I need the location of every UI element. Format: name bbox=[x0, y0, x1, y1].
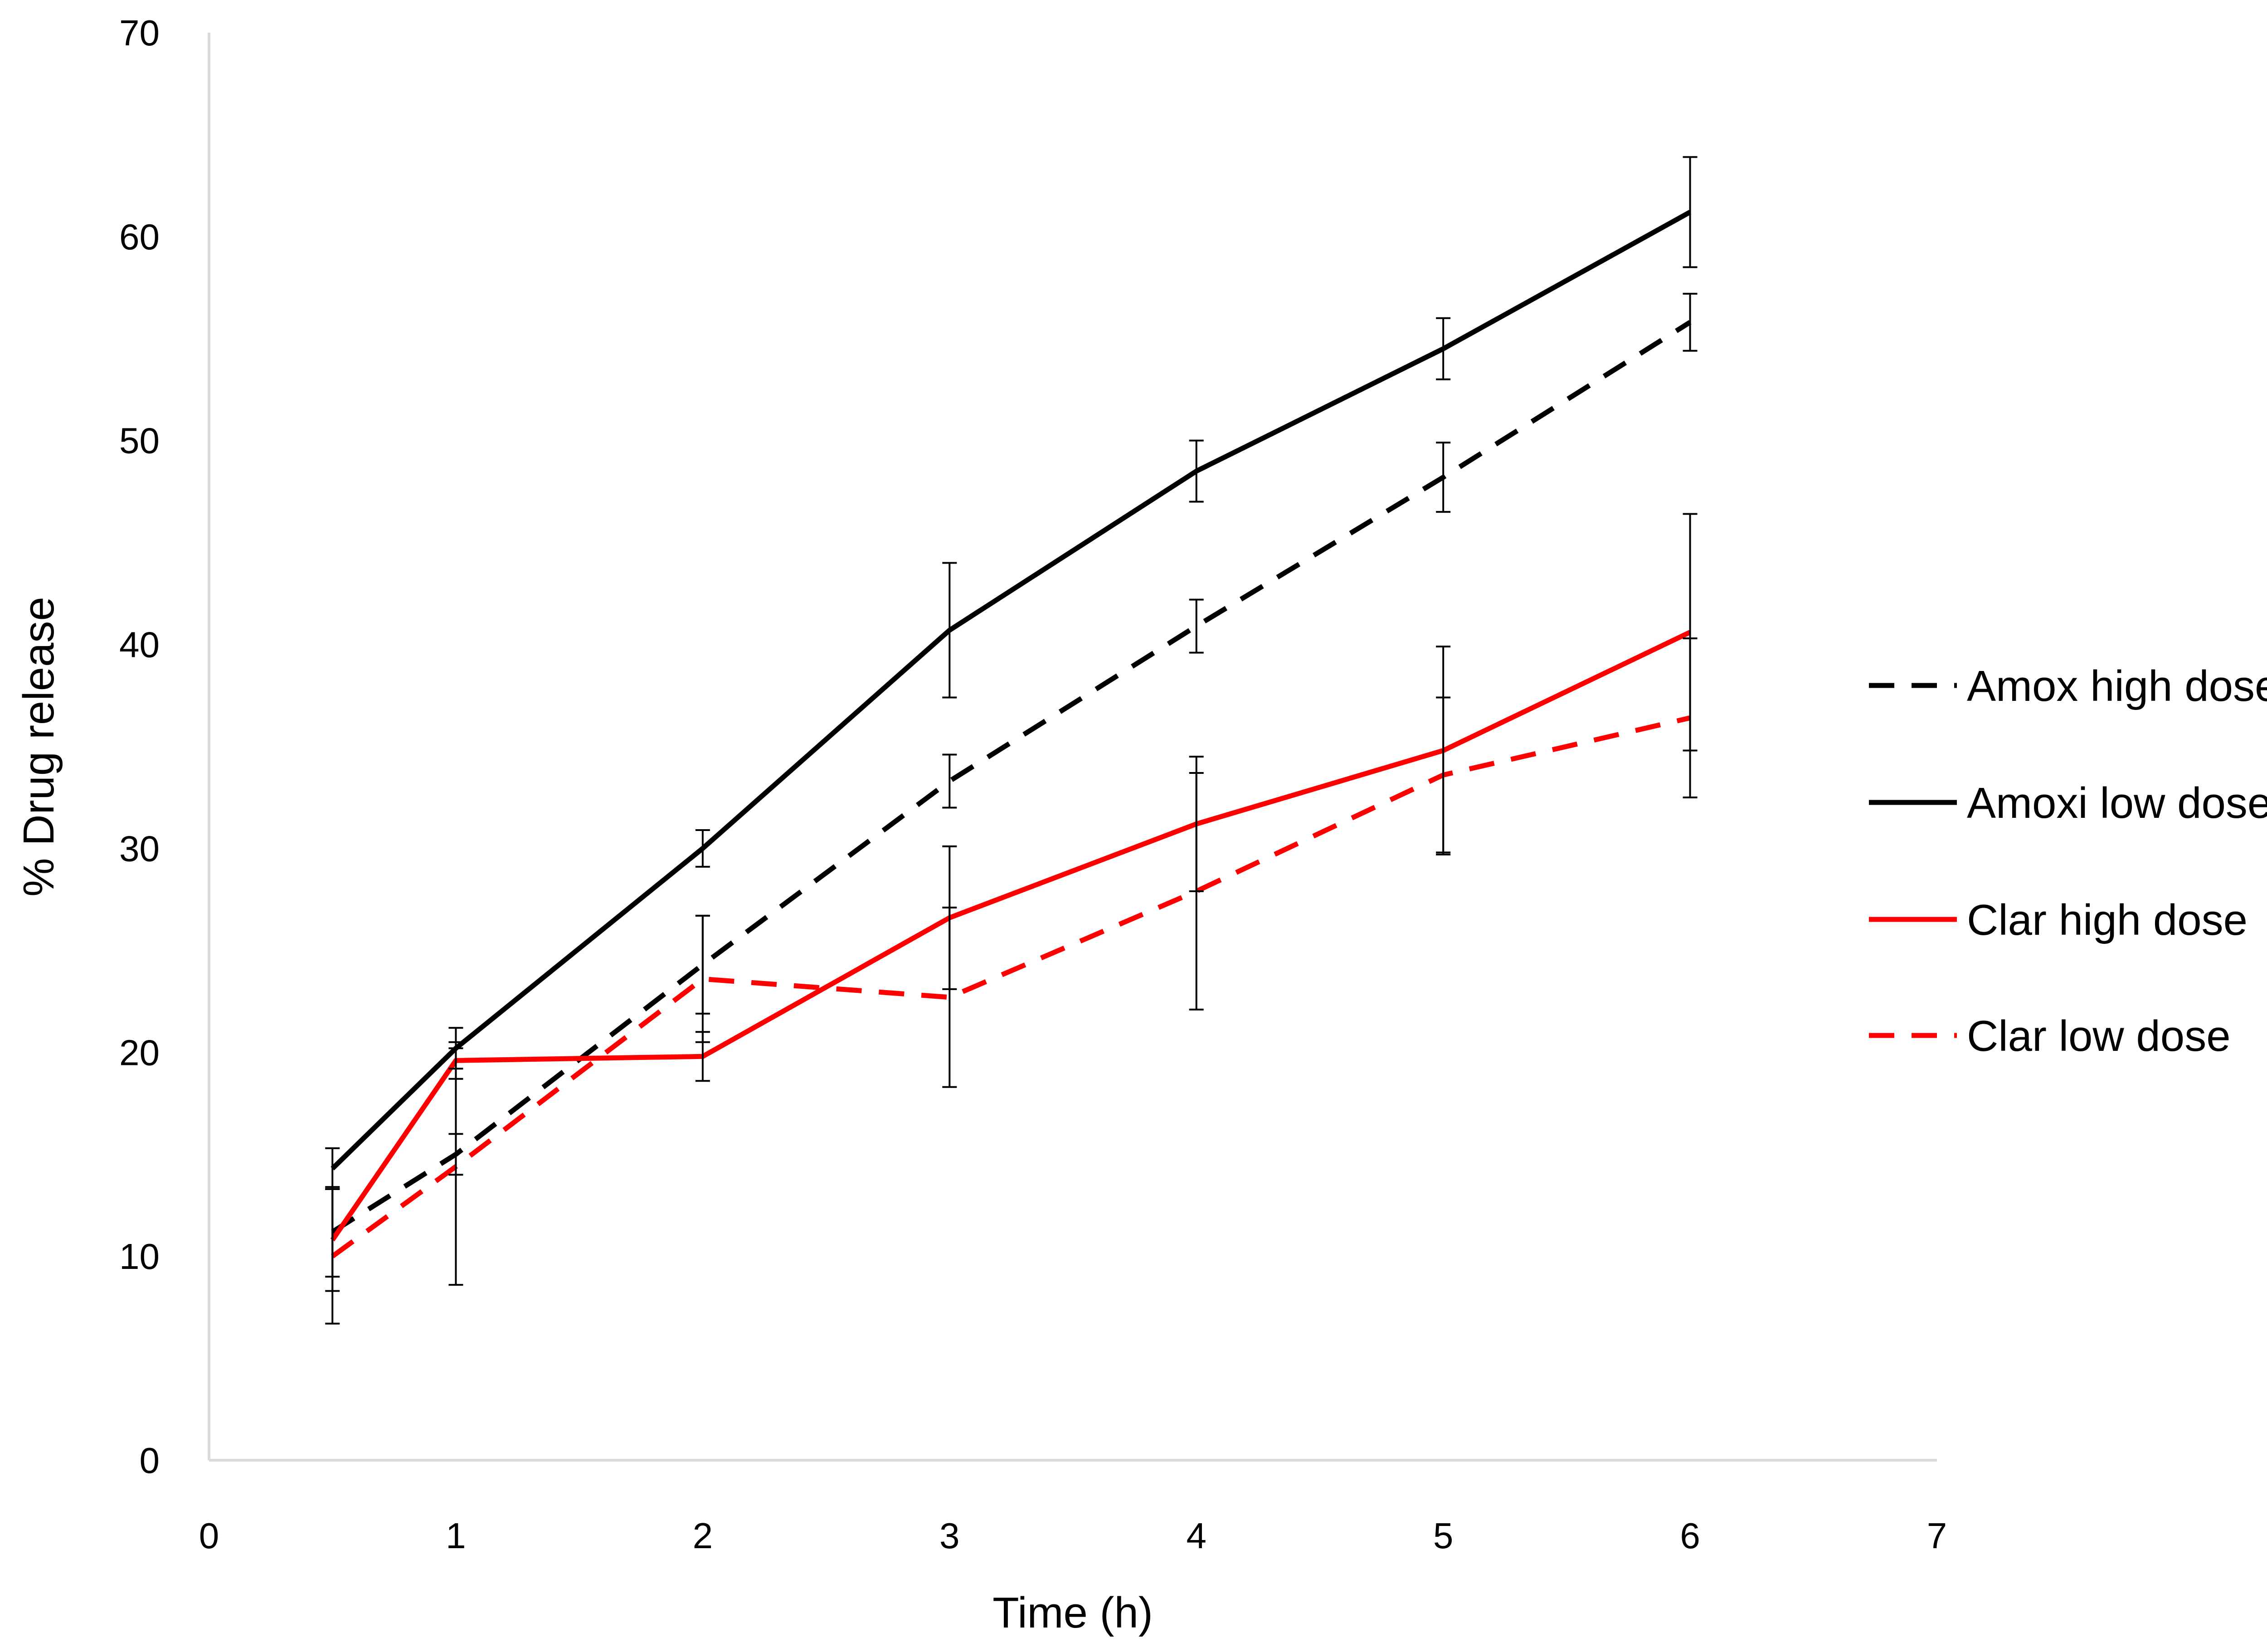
plot-series bbox=[330, 210, 1692, 1258]
legend-label: Clar high dose bbox=[1967, 896, 2248, 944]
axes bbox=[208, 33, 1937, 1462]
x-tick-labels: 0 1 2 3 4 5 6 7 bbox=[199, 1516, 1947, 1556]
x-tick-label: 1 bbox=[446, 1516, 466, 1556]
legend-label: Amoxi low dose bbox=[1967, 779, 2267, 827]
legend-item: Clar high dose bbox=[1869, 896, 2248, 944]
x-axis-title: Time (h) bbox=[992, 1589, 1153, 1637]
x-tick-label: 2 bbox=[693, 1516, 713, 1556]
error-bar bbox=[1436, 317, 1451, 380]
error-bar bbox=[1436, 696, 1451, 854]
y-tick-label: 0 bbox=[140, 1440, 160, 1481]
error-bar bbox=[448, 1047, 463, 1286]
legend-label: Amox high dose bbox=[1967, 662, 2267, 710]
error-bar bbox=[1683, 156, 1698, 268]
error-bars bbox=[325, 156, 1698, 1325]
series-line-2 bbox=[330, 630, 1691, 1242]
legend-item: Clar low dose bbox=[1869, 1012, 2231, 1060]
error-bar bbox=[325, 1188, 340, 1325]
y-tick-label: 20 bbox=[119, 1032, 160, 1073]
x-tick-label: 0 bbox=[199, 1516, 219, 1556]
error-bar bbox=[1683, 637, 1698, 798]
legend-item: Amoxi low dose bbox=[1869, 779, 2267, 827]
series-line-3 bbox=[331, 715, 1691, 1258]
y-tick-label: 10 bbox=[119, 1236, 160, 1277]
y-tick-label: 70 bbox=[119, 13, 160, 53]
legend: Amox high dose Amoxi low dose Clar high do… bbox=[1869, 662, 2267, 1060]
y-tick-label: 40 bbox=[119, 625, 160, 665]
error-bar bbox=[695, 829, 710, 868]
error-bar bbox=[695, 914, 710, 1043]
y-tick-label: 30 bbox=[119, 828, 160, 869]
x-tick-label: 7 bbox=[1927, 1516, 1947, 1556]
error-bar bbox=[1189, 439, 1204, 503]
error-bar bbox=[1189, 772, 1204, 1011]
error-bar bbox=[325, 1147, 340, 1190]
y-tick-label: 60 bbox=[119, 217, 160, 257]
x-tick-label: 6 bbox=[1680, 1516, 1700, 1556]
y-tick-labels: 0 10 20 30 40 50 60 70 bbox=[119, 13, 160, 1481]
y-tick-label: 50 bbox=[119, 421, 160, 461]
y-axis-title: % Drug release bbox=[15, 597, 63, 897]
error-bar bbox=[1683, 292, 1698, 352]
legend-item: Amox high dose bbox=[1869, 662, 2267, 710]
series-line-1 bbox=[331, 210, 1692, 1171]
error-bar bbox=[942, 753, 957, 809]
error-bar bbox=[1436, 442, 1451, 513]
x-tick-label: 4 bbox=[1186, 1516, 1206, 1556]
legend-label: Clar low dose bbox=[1967, 1012, 2231, 1060]
x-tick-label: 3 bbox=[939, 1516, 960, 1556]
error-bar bbox=[942, 562, 957, 699]
error-bar bbox=[942, 906, 957, 1088]
x-tick-label: 5 bbox=[1433, 1516, 1454, 1556]
error-bar bbox=[1189, 598, 1204, 654]
series-line-0 bbox=[331, 320, 1692, 1234]
